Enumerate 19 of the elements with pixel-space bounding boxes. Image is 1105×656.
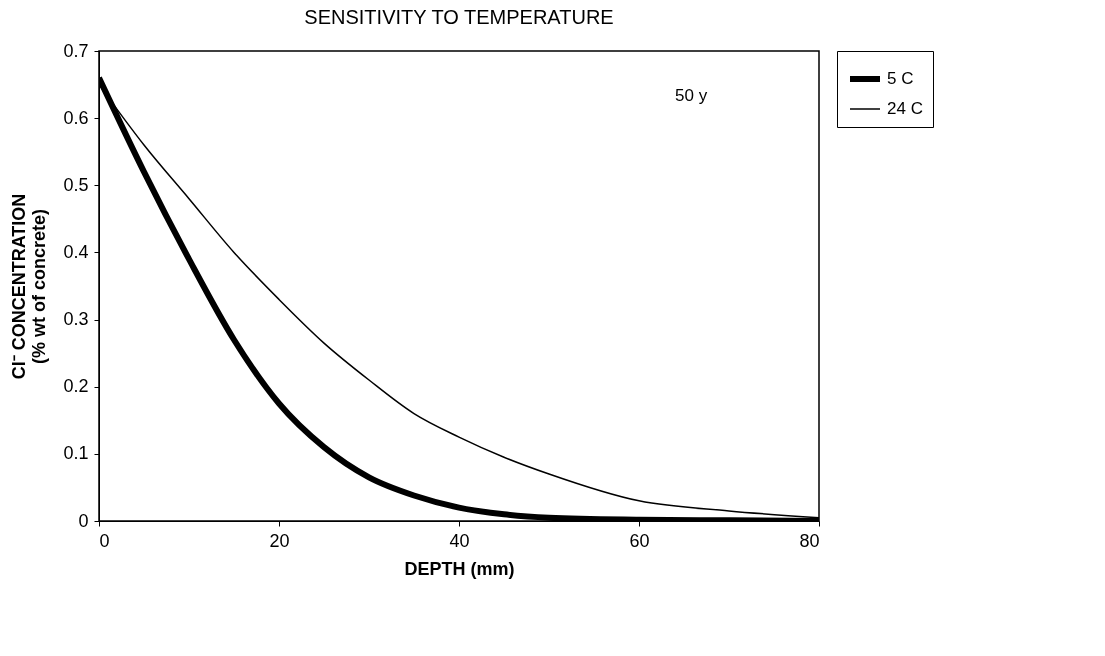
x-tick-label: 80: [799, 530, 820, 551]
x-tick-label: 0: [99, 530, 110, 551]
y-axis-title: Cl⁻ CONCENTRATION (% wt of concrete): [9, 193, 50, 380]
y-tick-label: 0: [78, 510, 89, 531]
legend-label: 5 C: [887, 69, 914, 88]
legend-label: 24 C: [887, 99, 923, 118]
y-tick-label: 0.3: [63, 309, 89, 330]
x-tick-label: 60: [629, 530, 650, 551]
y-tick-label: 0.2: [63, 376, 89, 397]
y-tick-label: 0.7: [63, 40, 89, 61]
y-tick-label: 0.5: [63, 174, 89, 195]
x-tick-label: 20: [269, 530, 290, 551]
annotation: 50 y: [675, 86, 708, 105]
x-axis-title: DEPTH (mm): [404, 558, 515, 579]
y-tick-label: 0.6: [63, 107, 89, 128]
y-tick-label: 0.1: [63, 443, 89, 464]
x-tick-label: 40: [449, 530, 470, 551]
y-tick-label: 0.4: [63, 241, 89, 262]
chart-title: SENSITIVITY TO TEMPERATURE: [304, 6, 614, 28]
